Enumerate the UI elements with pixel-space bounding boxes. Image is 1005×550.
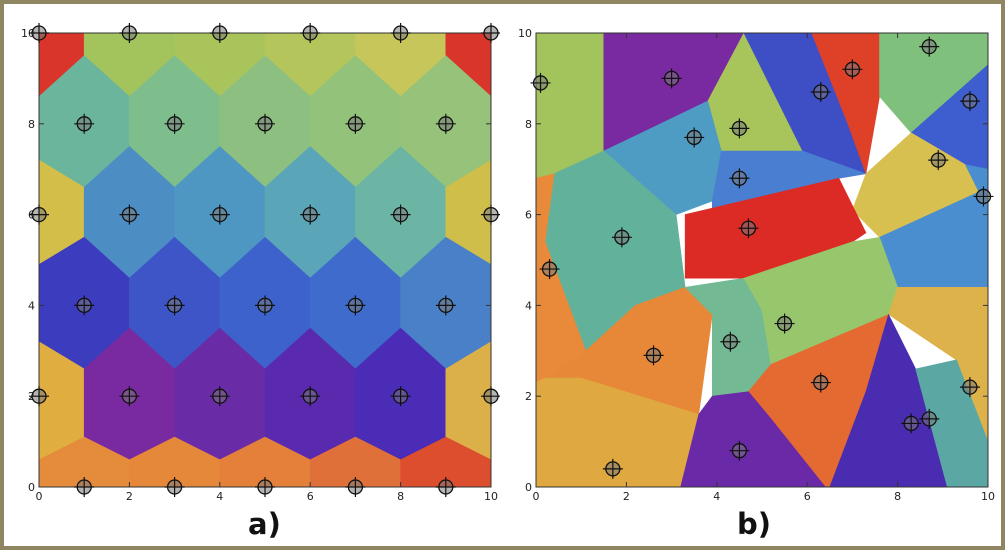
panel-b-y-tick-label: 4 — [525, 299, 532, 312]
panel-a-y-tick-label: 10 — [21, 27, 35, 40]
panel-a-centroid-marker — [209, 386, 230, 407]
panel-a-centroid-marker — [255, 295, 275, 316]
panel-a-centroid-marker — [74, 295, 95, 316]
panel-a-x-tick-label: 10 — [484, 490, 498, 503]
panel-a-centroid-marker — [345, 477, 366, 497]
panel-a-centroid-marker — [119, 23, 140, 43]
panel-b-centroid-marker — [684, 127, 705, 148]
panel-b-centroid-marker — [810, 82, 831, 103]
panel-b-centroid-marker — [973, 186, 994, 207]
panel-a-centroid-marker — [29, 204, 49, 225]
panel-a-centroid-marker — [255, 113, 275, 134]
panel-b-y-tick-label: 6 — [525, 209, 532, 222]
panel-a-centroid-marker — [164, 477, 185, 497]
panel-b-centroid-marker — [842, 59, 863, 80]
panel-b-x-tick-label: 10 — [981, 490, 995, 503]
panel-b-centroid-marker — [738, 218, 759, 239]
panel-b-centroid-marker — [602, 458, 623, 479]
panel-b-x-tick-label: 8 — [894, 490, 901, 503]
panel-b-centroid-marker — [959, 91, 980, 112]
panel-a-centroid-marker — [435, 295, 456, 316]
panel-b-centroid-marker — [774, 313, 795, 334]
panel-b-centroid-marker — [729, 118, 750, 139]
panel-a-centroid-marker — [164, 295, 185, 316]
panel-a-centroid-marker — [435, 113, 456, 134]
panel-b-centroid-marker — [611, 227, 632, 248]
panel-a-centroid-marker — [390, 204, 411, 225]
panel-b-centroid-marker — [959, 377, 980, 398]
panel-b-x-tick-label: 0 — [533, 490, 540, 503]
panel-a-centroid-marker — [300, 204, 321, 225]
panel-a-x-tick-label: 0 — [36, 490, 43, 503]
panel-a-y-tick-label: 4 — [28, 299, 35, 312]
panel-a-x-tick-label: 6 — [307, 490, 314, 503]
panel-b-y-tick-label: 10 — [518, 27, 532, 40]
panel-b-axes-frame — [535, 32, 989, 488]
panel-b-centroid-marker — [919, 408, 940, 429]
panel-b-centroid-marker — [729, 168, 750, 189]
panel-b-x-tick-label: 4 — [713, 490, 720, 503]
panel-a-centroid-marker — [435, 477, 456, 497]
panel-a-caption: a) — [248, 507, 281, 541]
panel-a-centroid-marker — [209, 23, 230, 43]
panel-a-x-tick-label: 4 — [216, 490, 223, 503]
panel-a-centroid-marker — [300, 386, 321, 407]
panel-b-y-tick-label: 0 — [525, 481, 532, 494]
panel-a-x-tick-label: 8 — [397, 490, 404, 503]
panel-a-centroid-marker — [481, 386, 500, 407]
panel-a-centroid-marker — [209, 204, 230, 225]
panel-b-centroid-marker — [928, 150, 949, 171]
panel-a-x-tick-label: 2 — [126, 490, 133, 503]
panel-b-centroid-marker — [901, 413, 922, 434]
panel-b-centroid-marker — [539, 259, 560, 280]
panel-a-y-tick-label: 0 — [28, 481, 35, 494]
panel-b-plot: 0 2 4 6 8 10 0 2 4 6 8 10 — [518, 27, 995, 503]
panel-a-centroid-marker — [29, 23, 49, 43]
panel-a-centroid-marker — [300, 23, 321, 43]
panel-a-centroid-marker — [481, 23, 500, 43]
panel-b-x-tick-label: 6 — [804, 490, 811, 503]
panel-b-centroid-marker — [720, 331, 741, 352]
panel-a-centroid-marker — [390, 23, 411, 43]
panel-b-y-tick-label: 2 — [525, 390, 532, 403]
panel-a-centroid-marker — [74, 113, 95, 134]
panel-a-centroid-marker — [164, 113, 185, 134]
panel-a-centroid-marker — [481, 204, 500, 225]
panel-b-centroid-marker — [919, 36, 940, 57]
panel-b-x-tick-label: 2 — [623, 490, 630, 503]
panel-a-centroid-marker — [390, 386, 411, 407]
panel-b-centroid-marker — [661, 68, 682, 89]
panel-b-caption: b) — [737, 507, 772, 541]
panel-b-centroid-marker — [729, 440, 750, 461]
panel-a-centroid-marker — [119, 386, 140, 407]
panel-b-y-tick-label: 8 — [525, 118, 532, 131]
panel-a-centroid-marker — [29, 386, 49, 407]
panel-b-centroid-marker — [810, 372, 831, 393]
panel-b-centroid-marker — [530, 72, 551, 93]
panel-a-centroid-marker — [74, 477, 95, 497]
panel-a-y-tick-label: 8 — [28, 118, 35, 131]
panel-a-centroid-marker — [345, 295, 366, 316]
panel-b-centroid-marker — [643, 345, 664, 366]
panel-a-centroid-marker — [255, 477, 275, 497]
panel-a-centroid-marker — [345, 113, 366, 134]
panel-a-centroid-marker — [119, 204, 140, 225]
